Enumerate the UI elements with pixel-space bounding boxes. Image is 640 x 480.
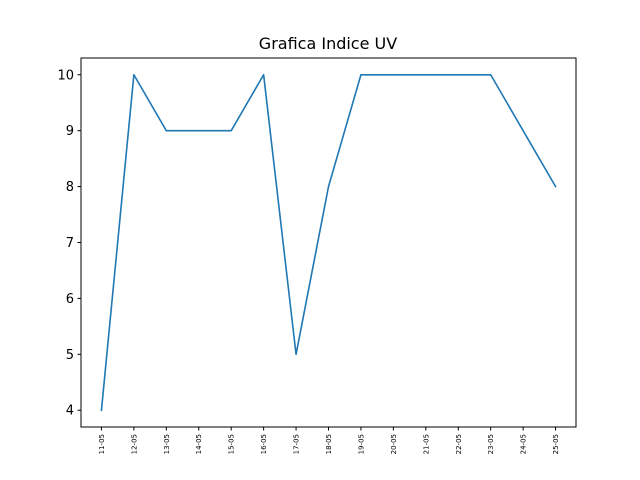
- y-tick-label: 5: [66, 348, 74, 363]
- x-tick-label: 21-05: [422, 434, 430, 454]
- x-tick-label: 13-05: [163, 434, 171, 454]
- x-tick-label: 11-05: [98, 434, 106, 454]
- y-tick-label: 7: [66, 236, 74, 251]
- x-tick-label: 18-05: [325, 434, 333, 454]
- y-tick-label: 4: [66, 404, 74, 419]
- x-tick-label: 19-05: [357, 434, 365, 454]
- x-tick-label: 24-05: [520, 434, 528, 454]
- x-tick-label: 16-05: [260, 434, 268, 454]
- x-tick-label: 23-05: [487, 434, 495, 454]
- y-tick-label: 9: [66, 124, 74, 139]
- y-tick-label: 10: [57, 68, 74, 83]
- uv-index-series-line: [100, 73, 557, 412]
- x-tick-label: 22-05: [455, 434, 463, 454]
- x-tick-label: 25-05: [552, 434, 560, 454]
- plot-area: 4 5 6 7 8 9 10 11-05 12-05 13-05 14-05 15-05 16-05 17…: [57, 57, 577, 454]
- x-tick-label: 14-05: [195, 434, 203, 454]
- y-tick-label: 6: [66, 292, 74, 307]
- x-tick-label: 12-05: [130, 434, 138, 454]
- x-tick-label: 15-05: [228, 434, 236, 454]
- x-tick-label: 17-05: [293, 434, 301, 454]
- chart-title: Grafica Indice UV: [259, 34, 397, 53]
- y-tick-label: 8: [66, 180, 74, 195]
- x-tick-label: 20-05: [390, 434, 398, 454]
